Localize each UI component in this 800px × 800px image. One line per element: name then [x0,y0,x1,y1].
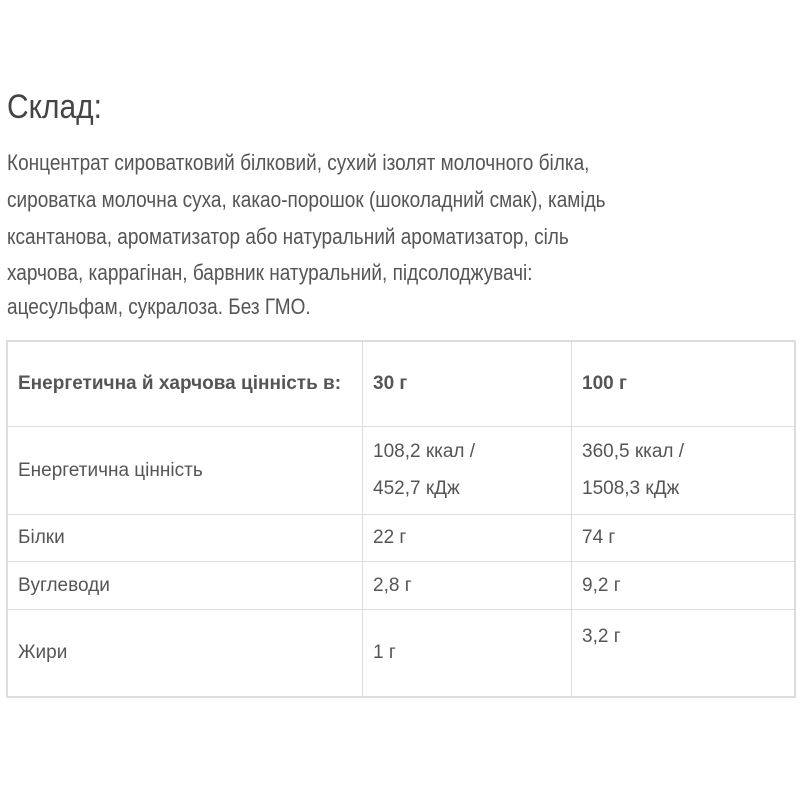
composition-line: сироватка молочна суха, какао-порошок (ш… [7,187,606,212]
value-30g: 108,2 ккал / 452,7 кДж [362,425,572,515]
row-label: Енергетична цінність [6,425,363,515]
value-100g: 9,2 г [571,560,796,610]
composition-line: Концентрат сироватковий білковий, сухий … [7,150,590,175]
value-line: 1508,3 кДж [582,478,680,499]
value-line: 108,2 ккал / [373,441,476,462]
value-100g: 3,2 г [571,608,796,698]
header-cell: 100 г [571,340,796,427]
value-100g: 360,5 ккал / 1508,3 кДж [571,425,796,515]
value-30g: 22 г [362,513,572,562]
nutrition-table: Енергетична й харчова цінність в: 30 г 1… [6,340,796,698]
table-row: Енергетична цінність 108,2 ккал / 452,7 к… [6,425,796,515]
value-100g: 74 г [571,513,796,562]
value-30g: 2,8 г [362,560,572,610]
row-label: Жири [6,608,363,698]
value-30g: 1 г [362,608,572,698]
value-line: 360,5 ккал / [582,441,685,462]
composition-line: ацесульфам, сукралоза. Без ГМО. [7,294,311,319]
table-row: Вуглеводи 2,8 г 9,2 г [6,560,796,610]
row-label: Білки [6,513,363,562]
row-label: Вуглеводи [6,560,363,610]
section-heading: Склад: [7,88,102,126]
header-cell: 30 г [362,340,572,427]
value-line: 452,7 кДж [373,478,460,499]
header-cell: Енергетична й харчова цінність в: [6,340,363,427]
table-row: Жири 1 г 3,2 г [6,608,796,698]
table-row: Білки 22 г 74 г [6,513,796,562]
table-header-row: Енергетична й харчова цінність в: 30 г 1… [6,340,796,427]
composition-line: ксантанова, ароматизатор або натуральний… [7,224,569,249]
composition-line: харчова, каррагінан, барвник натуральний… [7,260,533,285]
